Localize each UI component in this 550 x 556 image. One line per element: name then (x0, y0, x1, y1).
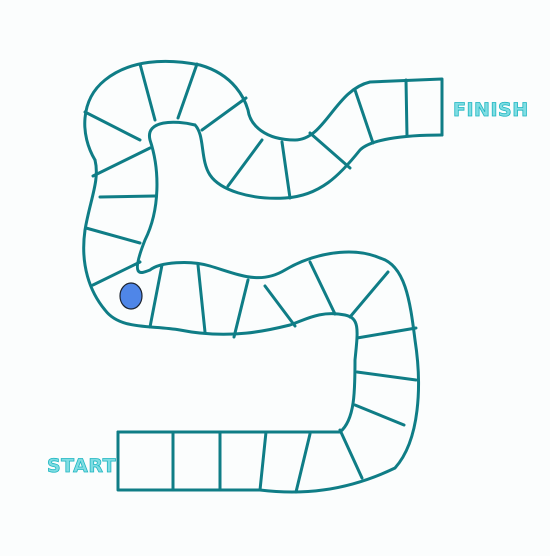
space-divider (308, 260, 337, 316)
space-divider (353, 88, 375, 145)
space-divider (280, 140, 292, 200)
track (82, 59, 444, 494)
space-divider (98, 194, 157, 199)
space-divider (226, 138, 264, 188)
space-divider (176, 62, 199, 120)
space-divider (84, 226, 142, 245)
space-divider (91, 260, 142, 287)
start-label: START (47, 455, 116, 477)
space-divider (308, 131, 352, 170)
player-token-icon[interactable] (119, 282, 143, 310)
finish-label: FINISH (453, 99, 529, 121)
space-divider (196, 263, 207, 334)
space-divider (355, 326, 418, 340)
track-wall-lower-inner (82, 158, 359, 434)
track-wall-upper-inner (193, 123, 444, 200)
space-divider (353, 403, 406, 427)
space-divider (200, 96, 248, 132)
track-wall-upper-outer (83, 59, 444, 162)
track-wall-lower-outer (116, 120, 420, 494)
space-divider (148, 263, 164, 329)
space-divider (232, 278, 250, 339)
space-divider (258, 430, 268, 492)
space-divider (338, 428, 364, 480)
space-divider (294, 432, 312, 494)
track-spaces (83, 62, 418, 494)
space-divider (138, 62, 157, 122)
space-divider (263, 284, 297, 328)
space-divider (83, 110, 142, 142)
space-divider (355, 370, 418, 382)
space-divider (404, 78, 409, 138)
space-divider (348, 270, 390, 319)
space-divider (91, 146, 152, 178)
